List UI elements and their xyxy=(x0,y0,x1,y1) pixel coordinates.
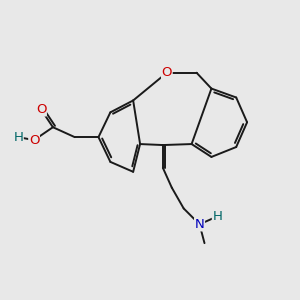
Text: H: H xyxy=(13,130,23,144)
Text: O: O xyxy=(29,134,39,147)
Text: O: O xyxy=(36,103,46,116)
Text: N: N xyxy=(195,218,204,231)
Text: H: H xyxy=(212,210,222,223)
Text: O: O xyxy=(162,66,172,79)
